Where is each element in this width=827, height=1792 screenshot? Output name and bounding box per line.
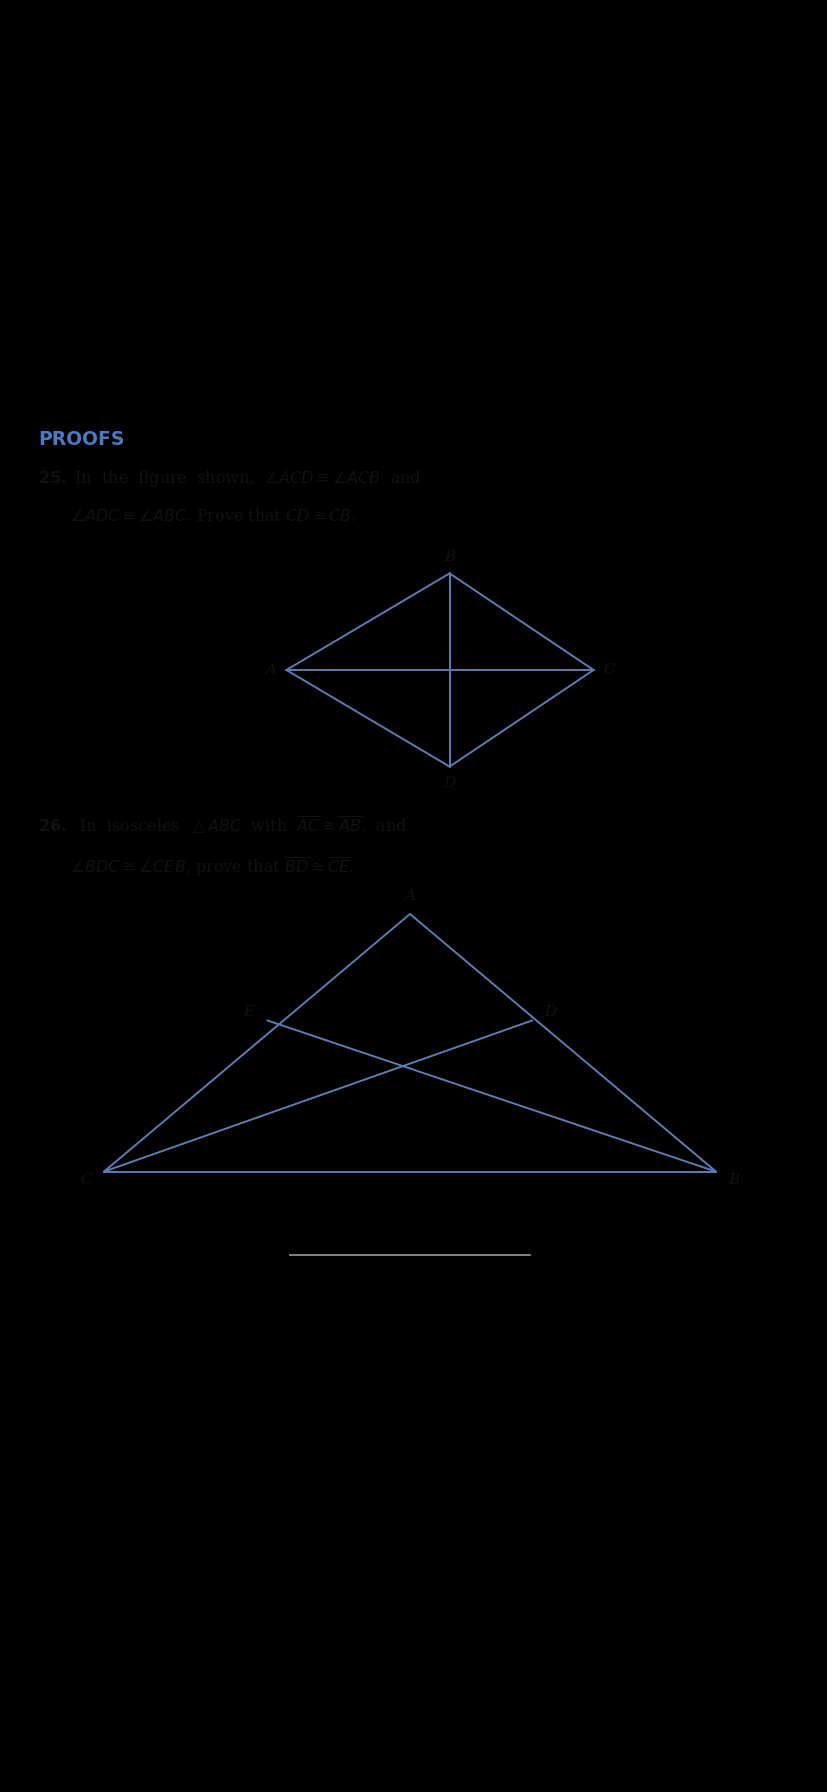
Text: C: C	[80, 1172, 92, 1186]
Text: $\angle ADC \cong \angle ABC$. Prove that $CD \cong CB$.: $\angle ADC \cong \angle ABC$. Prove tha…	[70, 507, 356, 525]
Text: E: E	[243, 1005, 255, 1020]
Text: A: A	[265, 663, 275, 677]
Text: B: B	[728, 1172, 739, 1186]
Text: $\angle BDC \cong \angle CEB$, prove that $\overline{BD} \cong \overline{CE}$.: $\angle BDC \cong \angle CEB$, prove tha…	[70, 855, 354, 878]
Text: C: C	[603, 663, 614, 677]
Text: PROOFS: PROOFS	[38, 430, 124, 450]
Text: D: D	[543, 1005, 556, 1020]
Text: B: B	[443, 550, 455, 564]
Text: $\mathbf{26.}$  In  isosceles  $\triangle ABC$  with  $\overline{AC} \cong \over: $\mathbf{26.}$ In isosceles $\triangle A…	[38, 815, 407, 837]
Text: $\mathbf{25.}$ In  the  figure  shown,  $\angle ACD \cong \angle ACB$  and: $\mathbf{25.}$ In the figure shown, $\an…	[38, 468, 421, 489]
Text: D: D	[443, 776, 455, 790]
Text: A: A	[404, 889, 415, 903]
